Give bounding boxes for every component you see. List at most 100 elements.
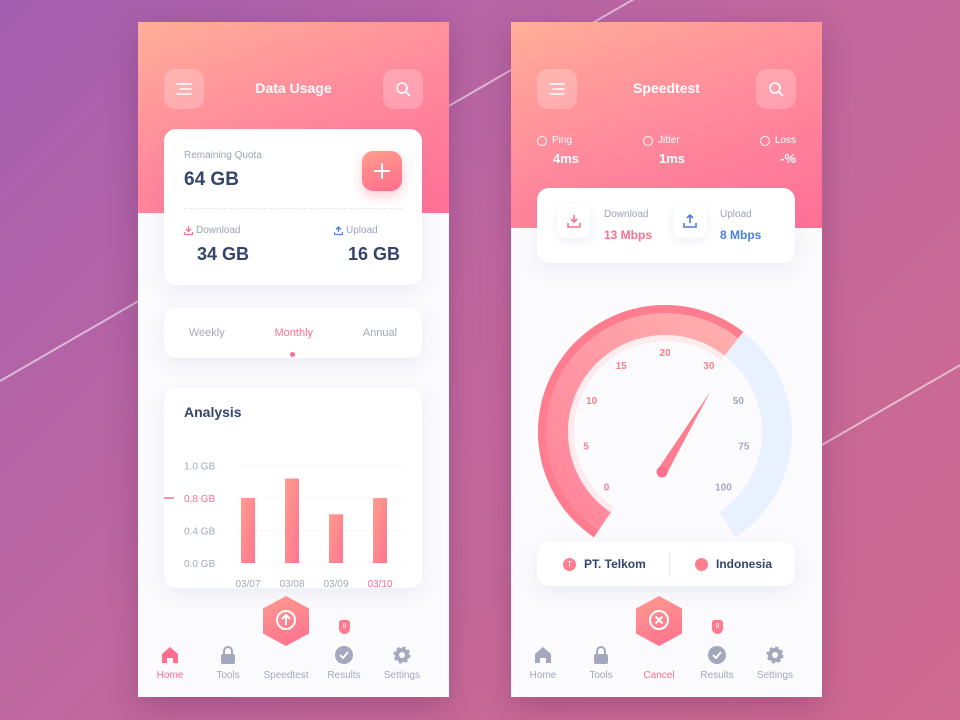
- nav-label: Home: [156, 670, 184, 681]
- nav-item-speedtest[interactable]: Speedtest: [261, 596, 311, 681]
- menu-button[interactable]: [164, 69, 204, 109]
- quota-card: Remaining Quota 64 GB Download 34 GB Upl…: [164, 129, 422, 285]
- upload-label: Upload: [720, 209, 752, 220]
- download-value: 34 GB: [197, 244, 250, 264]
- nav-label: Results: [327, 670, 361, 681]
- nav-item-settings[interactable]: Settings: [750, 642, 800, 681]
- nav-item-settings[interactable]: Settings: [377, 642, 427, 681]
- bar-chart: 0.0 GB 0.4 GB 0.8 GB 1.0 GB 03/07 03/08 03/09 0…: [164, 462, 404, 588]
- search-button[interactable]: [383, 69, 423, 109]
- gauge-label: 100: [715, 483, 732, 494]
- gear-icon: [750, 642, 800, 664]
- speed-card: Download 13 Mbps Upload 8 Mbps: [537, 188, 795, 263]
- quota-label: Remaining Quota: [184, 150, 262, 161]
- page-title: Data Usage: [255, 80, 332, 96]
- search-button[interactable]: [756, 69, 796, 109]
- y-tick-label: 0.0 GB: [184, 559, 215, 570]
- stat-ping: Ping 4ms: [537, 135, 579, 166]
- nav-item-tools[interactable]: Tools: [576, 642, 626, 681]
- speed-gauge: 0 5 10 15 20 30 50 75 100: [538, 305, 792, 538]
- upload-badge: [673, 204, 707, 238]
- home-icon: [145, 642, 195, 664]
- stat-label: Ping: [552, 135, 573, 146]
- gear-icon: [377, 642, 427, 664]
- background-line: [819, 345, 960, 447]
- x-tick-label: 03/08: [279, 579, 304, 588]
- gauge-label: 30: [703, 361, 715, 372]
- gauge-label: 20: [659, 348, 671, 359]
- stat-value: 1ms: [659, 151, 686, 166]
- nav-item-home[interactable]: Home: [145, 642, 195, 681]
- upload-label: Upload: [346, 225, 378, 236]
- stat-loss: Loss -%: [759, 135, 796, 166]
- y-tick-label: 0.8 GB: [184, 494, 215, 505]
- nav-label: Settings: [756, 670, 794, 681]
- search-icon: [396, 82, 411, 97]
- gauge-progress-arc: [538, 305, 744, 538]
- download-icon: [184, 226, 193, 235]
- x-tick-label: 03/09: [323, 579, 348, 588]
- upload-value: 16 GB: [347, 244, 400, 264]
- add-quota-button[interactable]: [362, 151, 402, 191]
- nav-item-results[interactable]: 8 Results: [319, 620, 369, 681]
- bar-03/07[interactable]: [241, 498, 255, 563]
- nav-item-tools[interactable]: Tools: [203, 642, 253, 681]
- bottom-nav: Home Tools Cancel 8 Results Settings: [511, 596, 822, 697]
- nav-item-cancel[interactable]: Cancel: [634, 596, 684, 681]
- nav-label: Home: [529, 670, 557, 681]
- stat-value: 4ms: [553, 151, 580, 166]
- gauge-label: 75: [738, 442, 750, 453]
- active-tab-indicator: [290, 352, 295, 357]
- check-circle-icon: [692, 642, 742, 664]
- jitter-icon: [643, 135, 653, 146]
- close-circle-button[interactable]: [636, 596, 682, 646]
- bar-03/09[interactable]: [329, 514, 343, 563]
- loss-icon: [759, 135, 770, 146]
- x-tick-label: 03/07: [235, 579, 260, 588]
- menu-icon: [549, 83, 565, 95]
- x-tick-label: 03/10: [367, 579, 392, 588]
- upload-icon: [683, 214, 697, 228]
- tab-monthly[interactable]: Monthly: [274, 327, 314, 339]
- isp-icon: T: [563, 557, 576, 571]
- tab-annual[interactable]: Annual: [362, 327, 398, 339]
- upload-circle-icon: [275, 609, 297, 634]
- tab-weekly[interactable]: Weekly: [188, 327, 225, 339]
- server-card: T PT. Telkom Indonesia: [537, 542, 795, 586]
- ping-icon: [537, 135, 547, 146]
- isp-name[interactable]: PT. Telkom: [584, 557, 646, 571]
- divider: [669, 552, 670, 576]
- country-name[interactable]: Indonesia: [716, 557, 773, 571]
- upload-circle-button[interactable]: [263, 596, 309, 646]
- close-circle-icon: [648, 609, 670, 634]
- menu-icon: [176, 83, 192, 95]
- nav-item-home[interactable]: Home: [518, 642, 568, 681]
- gauge-needle-pivot: [656, 466, 668, 478]
- upload-speed: 8 Mbps: [720, 228, 762, 242]
- quota-value: 64 GB: [184, 169, 239, 190]
- stat-jitter: Jitter 1ms: [643, 135, 685, 166]
- gauge-needle: [657, 392, 710, 475]
- gauge-label: 50: [733, 396, 745, 407]
- results-badge: 8: [339, 620, 350, 634]
- bar-03/08[interactable]: [285, 478, 299, 564]
- search-icon: [769, 82, 784, 97]
- nav-label: Tools: [589, 670, 613, 681]
- download-speed: 13 Mbps: [604, 228, 653, 242]
- bar-03/10[interactable]: [373, 498, 387, 563]
- data-usage-screen: Data Usage Remaining Quota 64 GB Downloa…: [138, 22, 449, 697]
- gauge-label: 15: [616, 361, 628, 372]
- nav-label: Tools: [216, 670, 240, 681]
- stat-label: Jitter: [658, 135, 680, 146]
- download-label: Download: [196, 225, 241, 236]
- analysis-card: Analysis 0.0 GB 0.4 GB 0.8 GB 1.0 GB 03/07 03…: [164, 388, 422, 588]
- gauge-label: 0: [604, 483, 610, 494]
- download-label: Download: [604, 209, 649, 220]
- menu-button[interactable]: [537, 69, 577, 109]
- nav-label: Settings: [383, 670, 421, 681]
- plus-icon: [374, 163, 390, 179]
- check-circle-icon: [319, 642, 369, 664]
- nav-item-results[interactable]: 8 Results: [692, 620, 742, 681]
- lock-icon: [203, 642, 253, 664]
- nav-label: Speedtest: [263, 670, 309, 681]
